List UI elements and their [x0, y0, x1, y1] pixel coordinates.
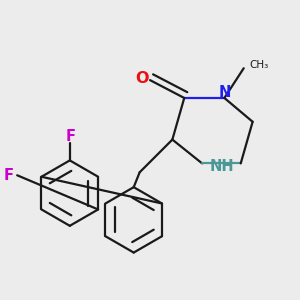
Text: F: F — [3, 168, 13, 183]
Text: O: O — [135, 71, 148, 86]
Text: N: N — [218, 85, 231, 100]
Text: CH₃: CH₃ — [249, 60, 268, 70]
Text: F: F — [65, 129, 75, 144]
Text: NH: NH — [209, 159, 234, 174]
